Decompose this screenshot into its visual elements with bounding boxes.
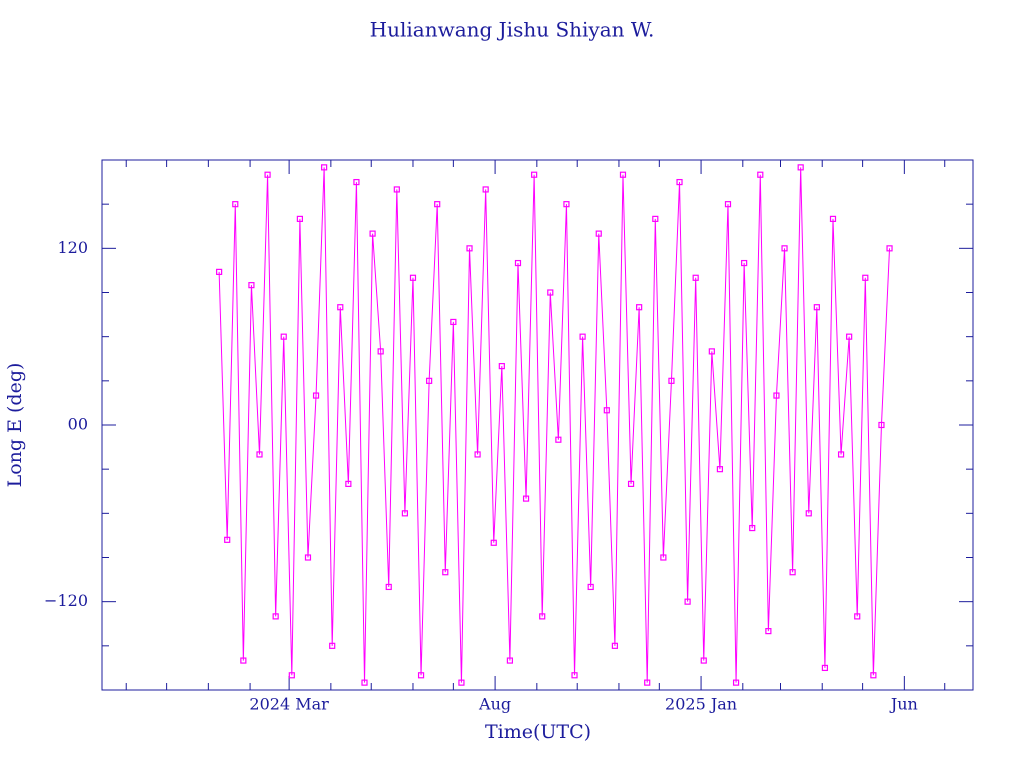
point-marker bbox=[304, 554, 312, 561]
point-marker bbox=[644, 679, 651, 686]
point-marker bbox=[595, 230, 602, 237]
point-marker bbox=[409, 274, 417, 281]
point-marker bbox=[280, 333, 287, 340]
point-marker bbox=[700, 657, 707, 664]
point-marker bbox=[506, 657, 514, 664]
point-marker bbox=[660, 554, 667, 561]
y-axis-label: Long E (deg) bbox=[4, 363, 26, 488]
point-marker bbox=[652, 215, 659, 222]
point-marker bbox=[870, 672, 877, 679]
point-marker bbox=[417, 672, 425, 679]
point-marker bbox=[232, 201, 239, 208]
point-marker bbox=[555, 436, 562, 443]
point-marker bbox=[611, 642, 619, 649]
point-marker bbox=[256, 451, 263, 458]
point-marker bbox=[321, 164, 328, 171]
point-marker bbox=[450, 318, 457, 326]
point-marker bbox=[514, 259, 522, 267]
point-marker bbox=[522, 495, 530, 502]
point-marker bbox=[385, 583, 392, 591]
x-tick-label: Jun bbox=[889, 695, 918, 714]
point-marker bbox=[773, 392, 780, 399]
point-marker bbox=[789, 569, 796, 576]
point-marker bbox=[619, 171, 627, 178]
point-marker bbox=[781, 245, 788, 252]
point-marker bbox=[539, 613, 546, 620]
point-marker bbox=[797, 164, 804, 171]
point-marker bbox=[345, 480, 352, 487]
point-marker bbox=[474, 451, 481, 458]
point-marker bbox=[749, 524, 756, 532]
point-marker bbox=[248, 282, 255, 289]
point-marker bbox=[361, 679, 368, 686]
point-marker bbox=[757, 171, 764, 178]
point-marker bbox=[369, 230, 376, 237]
point-marker bbox=[377, 348, 384, 355]
point-marker bbox=[724, 201, 732, 208]
point-marker bbox=[587, 583, 594, 591]
point-marker bbox=[676, 178, 683, 186]
point-marker bbox=[636, 304, 643, 311]
point-marker bbox=[288, 672, 295, 679]
point-marker bbox=[765, 628, 772, 635]
x-tick-label: 2024 Mar bbox=[249, 695, 329, 714]
point-marker bbox=[498, 363, 505, 370]
point-marker bbox=[401, 510, 408, 517]
point-marker bbox=[426, 377, 433, 384]
point-marker bbox=[490, 539, 497, 546]
point-marker bbox=[862, 274, 869, 281]
point-marker bbox=[854, 613, 861, 620]
point-marker bbox=[216, 268, 223, 275]
point-marker bbox=[224, 536, 231, 543]
point-marker bbox=[821, 664, 829, 672]
point-marker bbox=[603, 407, 610, 414]
x-tick-label: 2025 Jan bbox=[665, 695, 737, 714]
plot-frame bbox=[101, 159, 974, 691]
point-marker bbox=[337, 304, 344, 311]
point-marker bbox=[627, 480, 635, 487]
point-marker bbox=[458, 679, 465, 686]
point-marker bbox=[813, 304, 820, 311]
point-marker bbox=[837, 451, 845, 458]
point-marker bbox=[846, 333, 853, 340]
point-marker bbox=[878, 421, 885, 429]
point-marker bbox=[240, 657, 247, 664]
point-marker bbox=[531, 171, 538, 178]
y-tick-label: 00 bbox=[68, 415, 88, 434]
point-marker bbox=[442, 569, 449, 576]
point-marker bbox=[829, 215, 837, 222]
point-marker bbox=[329, 642, 336, 649]
point-marker bbox=[296, 215, 303, 222]
point-marker bbox=[684, 598, 691, 605]
x-tick-label: Aug bbox=[478, 695, 511, 714]
point-marker bbox=[579, 333, 586, 340]
point-marker bbox=[805, 510, 812, 517]
chart-title: Hulianwang Jishu Shiyan W. bbox=[370, 18, 655, 42]
point-marker bbox=[353, 178, 360, 186]
point-marker bbox=[563, 201, 570, 208]
point-marker bbox=[571, 672, 578, 679]
point-marker bbox=[264, 171, 271, 178]
y-tick-label: 120 bbox=[57, 238, 88, 257]
point-marker bbox=[886, 245, 893, 252]
point-marker bbox=[466, 245, 473, 252]
point-marker bbox=[732, 679, 740, 686]
point-marker bbox=[434, 201, 441, 208]
series-line bbox=[218, 167, 891, 683]
point-marker bbox=[482, 186, 489, 193]
point-marker bbox=[692, 274, 699, 281]
point-marker bbox=[272, 613, 279, 620]
point-marker bbox=[393, 186, 400, 193]
x-axis-label: Time(UTC) bbox=[485, 721, 591, 743]
y-tick-label: −120 bbox=[44, 591, 88, 610]
point-marker bbox=[716, 466, 724, 473]
point-marker bbox=[708, 348, 715, 355]
point-marker bbox=[741, 259, 748, 267]
point-marker bbox=[312, 392, 320, 399]
point-marker bbox=[547, 289, 554, 296]
point-marker bbox=[668, 377, 675, 384]
